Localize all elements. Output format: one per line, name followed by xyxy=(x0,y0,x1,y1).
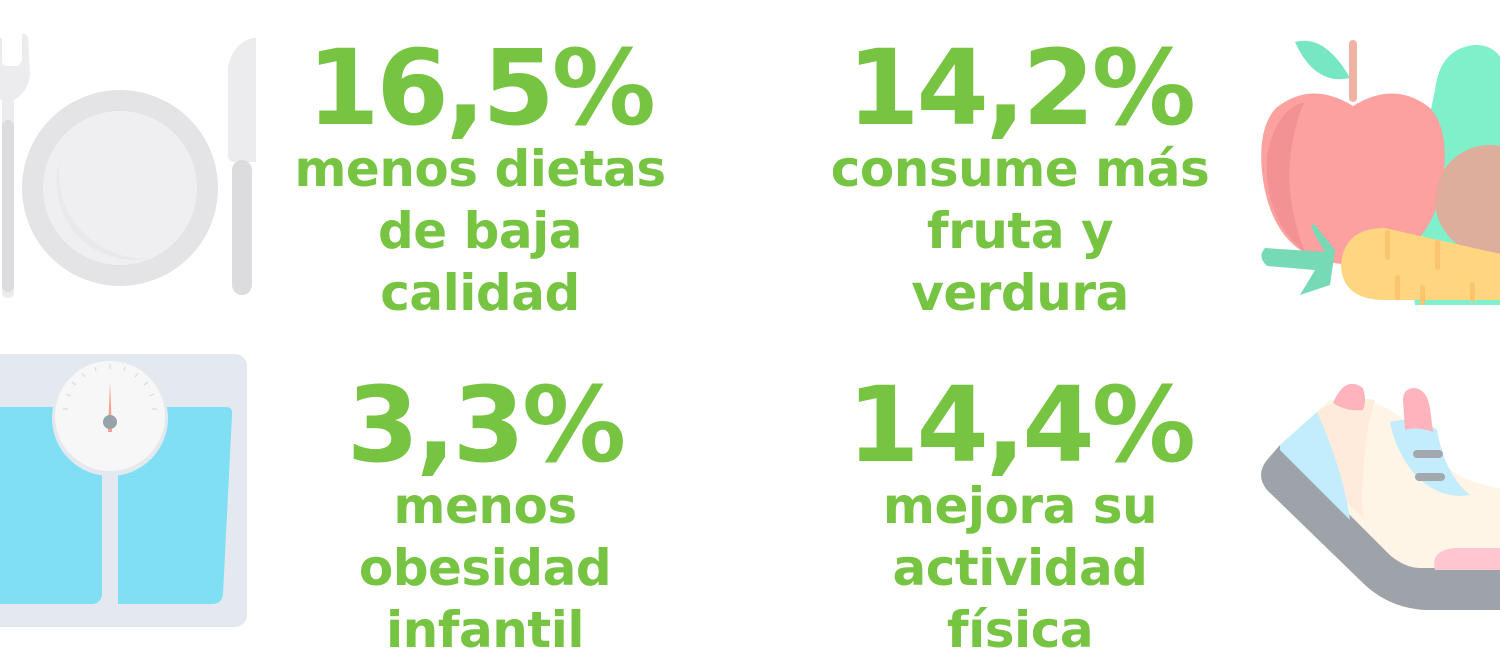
sneaker-icon xyxy=(1255,370,1500,610)
stat-label-line1: consume más xyxy=(830,140,1210,198)
plate-cutlery-icon xyxy=(0,30,270,305)
stat-label-line1: menos dietas xyxy=(294,140,666,198)
stat-label-line2: obesidad infantil xyxy=(358,539,612,659)
stat-value: 14,2% xyxy=(847,27,1196,149)
stat-label-line2: actividad física xyxy=(892,539,1148,659)
stat-child-obesity: 3,3% menos obesidad infantil xyxy=(265,364,705,661)
bathroom-scale-icon xyxy=(0,352,250,630)
stat-label-line1: mejora su xyxy=(882,477,1158,535)
stat-label-line2: fruta y verdura xyxy=(911,202,1129,322)
stat-label-line1: menos xyxy=(393,477,577,535)
stat-fruit-vegetables: 14,2% consume más fruta y verdura xyxy=(815,27,1225,324)
fruit-vegetables-icon xyxy=(1255,30,1500,305)
stat-value: 14,4% xyxy=(847,364,1196,486)
stat-physical-activity: 14,4% mejora su actividad física xyxy=(815,364,1225,661)
stat-value: 16,5% xyxy=(307,27,656,149)
stat-low-quality-diets: 16,5% menos dietas de baja calidad xyxy=(280,27,680,324)
stat-value: 3,3% xyxy=(346,364,626,486)
stat-label-line2: de baja calidad xyxy=(377,202,583,322)
